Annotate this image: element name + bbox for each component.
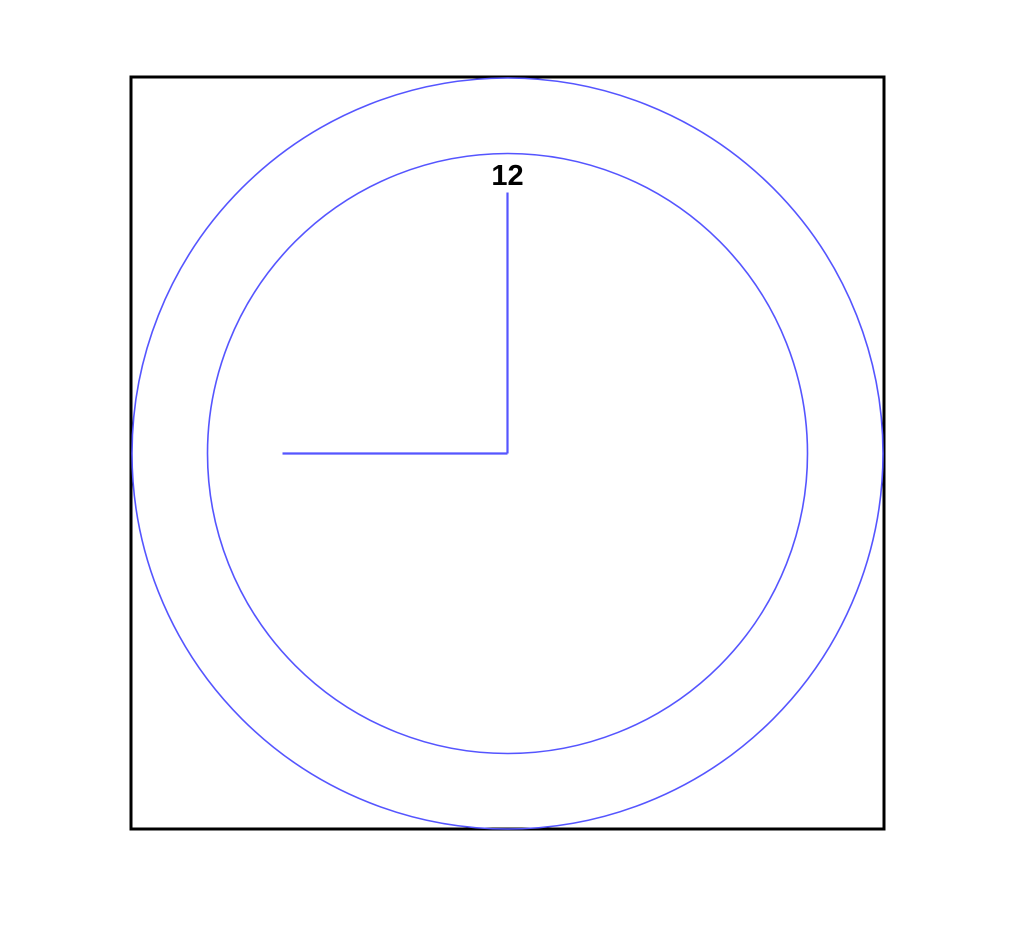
outer-circle bbox=[131, 77, 884, 830]
inner-clock-face bbox=[206, 152, 809, 755]
hour-label-12: 12 bbox=[491, 160, 523, 192]
